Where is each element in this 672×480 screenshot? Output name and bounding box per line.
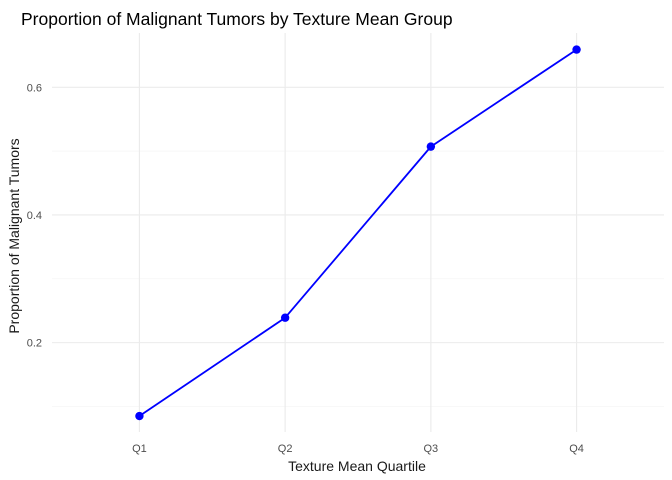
series <box>135 45 581 421</box>
data-point <box>426 142 436 151</box>
x-tick-label: Q4 <box>569 443 584 455</box>
x-tick-label: Q1 <box>132 443 147 455</box>
grid <box>52 33 664 432</box>
x-tick-label: Q2 <box>278 443 293 455</box>
series-line <box>138 48 578 417</box>
y-tick-label: 0.2 <box>27 338 42 350</box>
data-point <box>135 411 144 421</box>
y-axis: 0.2 0.4 0.6 <box>27 82 42 349</box>
y-tick-label: 0.6 <box>27 82 42 94</box>
data-point <box>280 313 290 322</box>
x-axis: Q1 Q2 Q3 Q4 <box>132 443 584 455</box>
y-axis-title: Proportion of Malignant Tumors <box>6 138 22 333</box>
data-point <box>572 45 581 54</box>
chart-title: Proportion of Malignant Tumors by Textur… <box>21 9 453 29</box>
x-axis-title: Texture Mean Quartile <box>288 458 426 474</box>
y-tick-label: 0.4 <box>27 210 42 222</box>
x-tick-label: Q3 <box>424 443 439 455</box>
